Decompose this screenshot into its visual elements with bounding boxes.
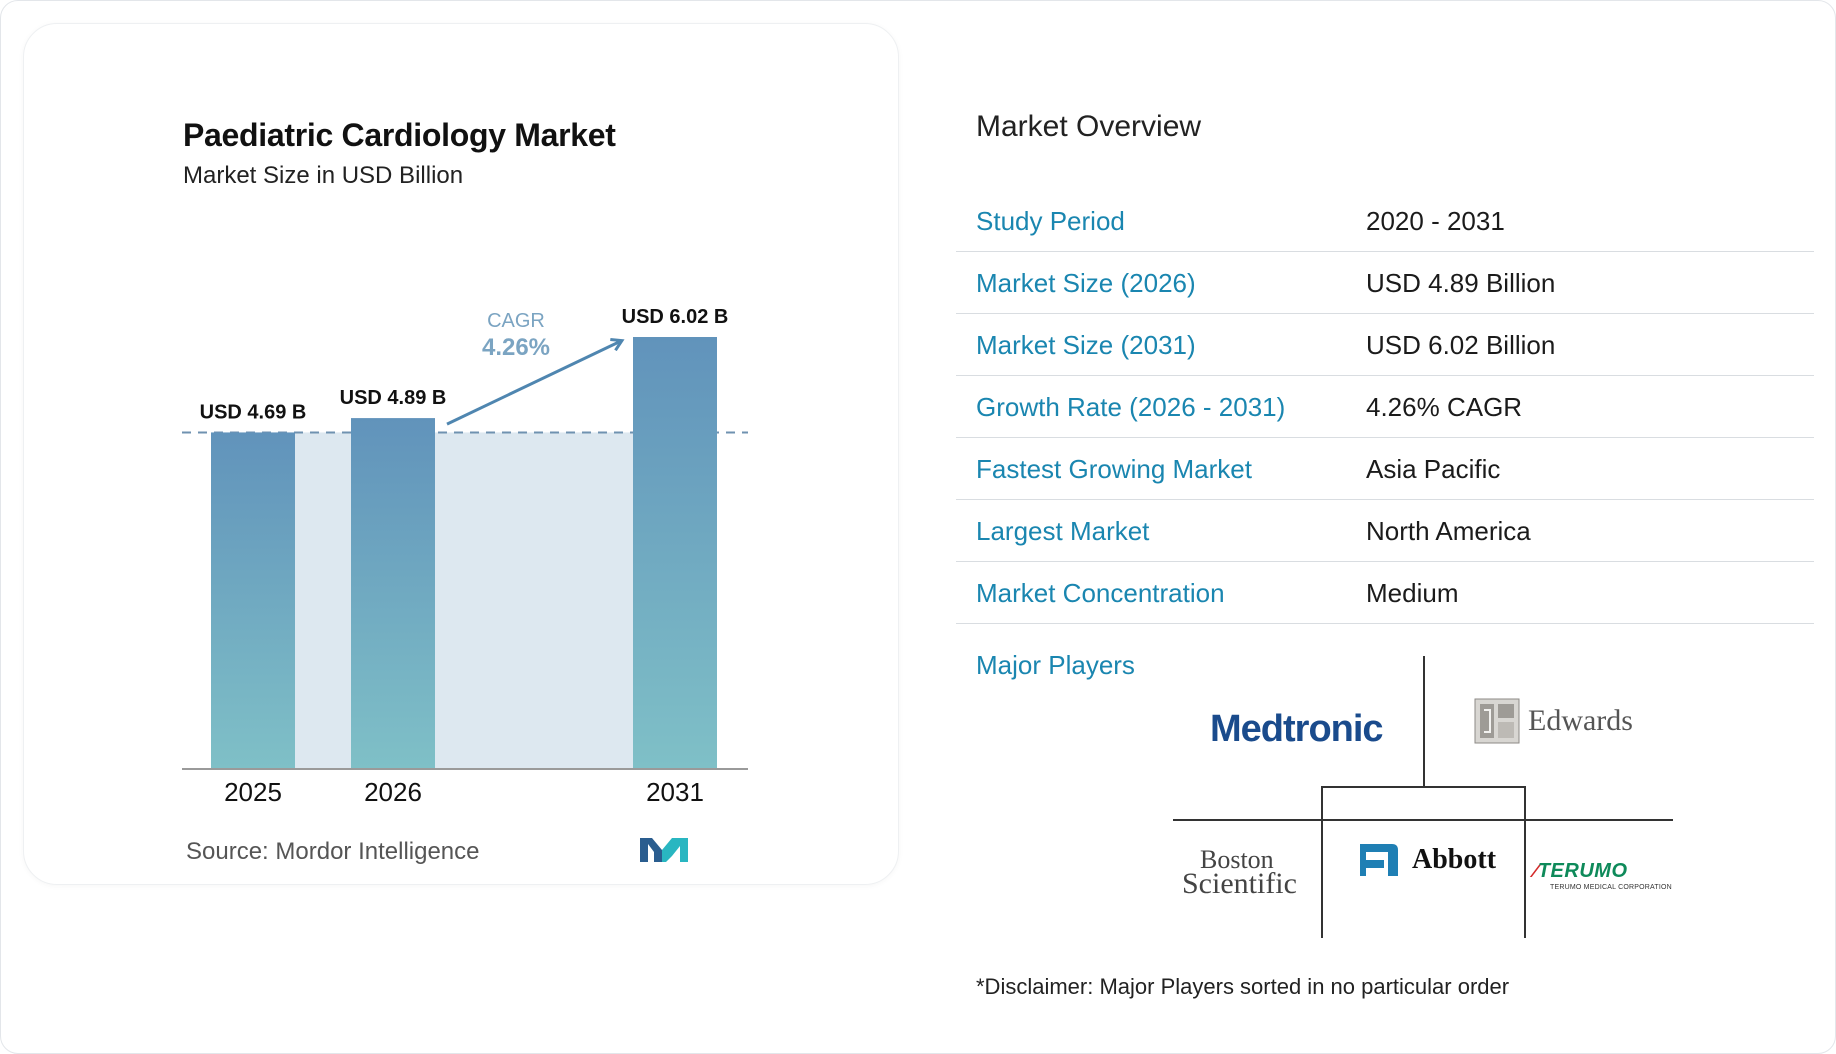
bar-2026 [351, 418, 435, 769]
disclaimer: *Disclaimer: Major Players sorted in no … [976, 974, 1510, 999]
baseline-band [295, 432, 633, 769]
overview-label: Market Size (2026) [976, 268, 1196, 298]
overview-label: Market Concentration [976, 578, 1225, 608]
data-label: USD 4.89 B [340, 387, 447, 409]
overview-value: 2020 - 2031 [1366, 206, 1505, 236]
overview-label: Growth Rate (2026 - 2031) [976, 392, 1286, 422]
source-note: Source: Mordor Intelligence [186, 838, 480, 866]
cagr-label: CAGR [487, 310, 545, 332]
overview-value: 4.26% CAGR [1366, 392, 1523, 422]
players-divider [1524, 786, 1526, 938]
overview-row-fastest-growing: Fastest Growing Market Asia Pacific [956, 438, 1814, 500]
medtronic-logo: Medtronic [1210, 708, 1384, 750]
chart-subtitle: Market Size in USD Billion [183, 162, 464, 189]
edwards-logo-text: Edwards [1528, 704, 1633, 737]
overview-row-growth-rate: Growth Rate (2026 - 2031) 4.26% CAGR [956, 376, 1814, 438]
edwards-logo: Edwards [1474, 698, 1633, 744]
overview-value: USD 6.02 Billion [1366, 330, 1556, 360]
category-label: 2025 [224, 777, 282, 807]
overview-value: Medium [1366, 578, 1459, 608]
overview-table: Study Period 2020 - 2031 Market Size (20… [956, 190, 1814, 624]
overview-row-study-period: Study Period 2020 - 2031 [956, 190, 1814, 252]
overview-row-market-size-2031: Market Size (2031) USD 6.02 Billion [956, 314, 1814, 376]
source-label: Source: [186, 838, 269, 865]
players-divider [1321, 786, 1526, 788]
major-players-label: Major Players [976, 650, 1135, 680]
overview-row-largest-market: Largest Market North America [956, 500, 1814, 562]
players-divider [1173, 819, 1673, 821]
overview-value: North America [1366, 516, 1531, 546]
category-label: 2031 [646, 777, 704, 807]
boston-logo-line1: Boston [1200, 845, 1274, 874]
abbott-logo-text: Abbott [1412, 844, 1497, 875]
boston-logo-line2: Scientific [1182, 867, 1297, 900]
chart-title: Paediatric Cardiology Market [183, 117, 616, 153]
overview-value: Asia Pacific [1366, 454, 1501, 484]
terumo-logo-subtext: TERUMO MEDICAL CORPORATION [1550, 884, 1672, 891]
bar-2031 [633, 337, 717, 769]
cagr-arrow [446, 341, 621, 426]
bar-2025 [211, 432, 295, 769]
category-label: 2026 [364, 777, 422, 807]
overview-label: Largest Market [976, 516, 1150, 546]
overview-value: USD 4.89 Billion [1366, 268, 1556, 298]
overview-label: Market Size (2031) [976, 330, 1196, 360]
players-divider [1423, 656, 1425, 786]
overview-row-market-size-2026: Market Size (2026) USD 4.89 Billion [956, 252, 1814, 314]
terumo-logo: ⁄TERUMO TERUMO MEDICAL CORPORATION [1534, 860, 1672, 891]
overview-label: Study Period [976, 206, 1125, 236]
cagr-value: 4.26% [482, 334, 550, 361]
overview-title: Market Overview [976, 110, 1202, 143]
terumo-logo-word: TERUMO [1537, 860, 1628, 882]
abbott-logo: Abbott [1356, 840, 1496, 880]
overview-label: Fastest Growing Market [976, 454, 1252, 484]
source-value: Mordor Intelligence [275, 838, 480, 865]
data-label: USD 4.69 B [200, 401, 307, 423]
mordor-intelligence-logo-icon [640, 838, 688, 862]
edwards-emblem-icon [1474, 698, 1520, 744]
terumo-logo-text: ⁄TERUMO [1534, 860, 1628, 882]
bar-chart: USD 4.69 B 2025 USD 4.89 B 2026 USD 6.02 B 20… [182, 306, 748, 807]
overview-row-concentration: Market Concentration Medium [956, 562, 1814, 624]
abbott-emblem-icon [1360, 844, 1398, 876]
data-label: USD 6.02 B [622, 306, 729, 328]
players-divider [1321, 786, 1323, 938]
boston-scientific-logo: Boston Scientific [1182, 845, 1297, 900]
